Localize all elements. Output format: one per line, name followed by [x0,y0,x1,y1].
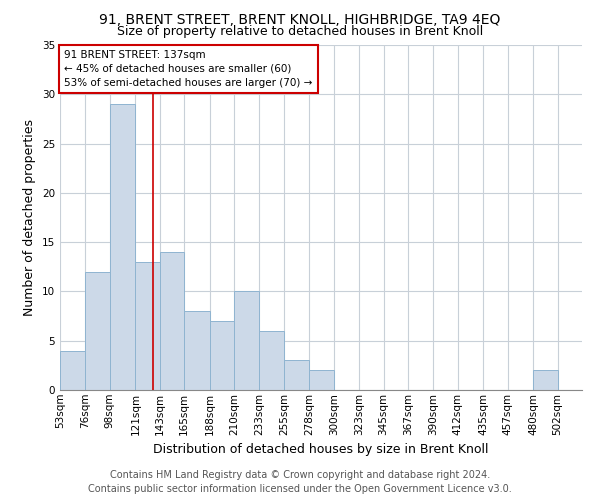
Bar [533,370,557,390]
Text: Contains HM Land Registry data © Crown copyright and database right 2024.
Contai: Contains HM Land Registry data © Crown c… [88,470,512,494]
Bar [184,311,209,390]
Text: 91 BRENT STREET: 137sqm
← 45% of detached houses are smaller (60)
53% of semi-de: 91 BRENT STREET: 137sqm ← 45% of detache… [64,50,313,88]
Bar [85,272,110,390]
Bar [136,262,160,390]
Bar [60,350,85,390]
Bar [234,292,259,390]
Bar [110,104,136,390]
Y-axis label: Number of detached properties: Number of detached properties [23,119,37,316]
Bar [160,252,184,390]
X-axis label: Distribution of detached houses by size in Brent Knoll: Distribution of detached houses by size … [153,443,489,456]
Text: Size of property relative to detached houses in Brent Knoll: Size of property relative to detached ho… [117,25,483,38]
Bar [284,360,310,390]
Bar [259,331,284,390]
Bar [209,321,234,390]
Bar [310,370,334,390]
Text: 91, BRENT STREET, BRENT KNOLL, HIGHBRIDGE, TA9 4EQ: 91, BRENT STREET, BRENT KNOLL, HIGHBRIDG… [100,12,500,26]
